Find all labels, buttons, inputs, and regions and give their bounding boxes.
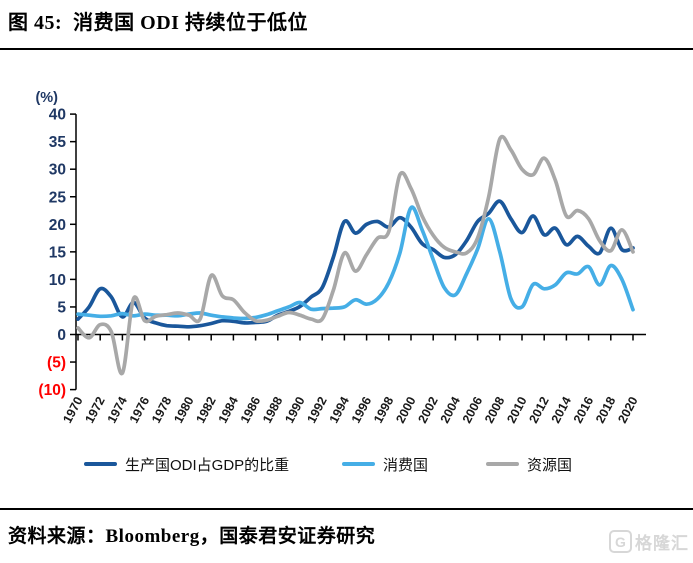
svg-text:2000: 2000 — [393, 394, 418, 425]
resource-line-swatch — [486, 462, 519, 466]
svg-text:1972: 1972 — [82, 394, 107, 425]
svg-text:25: 25 — [49, 189, 67, 206]
svg-text:1992: 1992 — [304, 394, 329, 425]
svg-text:2016: 2016 — [571, 394, 596, 425]
svg-text:1996: 1996 — [349, 394, 374, 425]
legend-item-resource: 资源国 — [486, 451, 572, 477]
legend-label-producer: 生产国ODI占GDP的比重 — [125, 456, 290, 474]
legend-label-resource: 资源国 — [527, 456, 573, 474]
svg-text:1974: 1974 — [105, 394, 130, 425]
series-line-2 — [76, 134, 635, 376]
svg-text:1982: 1982 — [193, 394, 218, 425]
series-line-1 — [76, 205, 635, 321]
gelonghui-logo-icon: G — [609, 530, 632, 553]
svg-text:5: 5 — [57, 299, 66, 316]
svg-text:2004: 2004 — [438, 394, 463, 425]
svg-text:1984: 1984 — [216, 394, 241, 425]
svg-text:40: 40 — [49, 107, 66, 124]
svg-text:1994: 1994 — [327, 394, 352, 425]
consumer-line-swatch — [342, 462, 375, 466]
top-divider-line — [0, 48, 693, 50]
svg-text:15: 15 — [49, 244, 67, 261]
svg-text:2010: 2010 — [504, 394, 529, 425]
legend-label-consumer: 消费国 — [383, 456, 429, 474]
svg-text:2012: 2012 — [526, 394, 551, 425]
svg-text:0: 0 — [57, 327, 66, 344]
svg-text:1978: 1978 — [149, 394, 174, 425]
svg-text:1998: 1998 — [371, 394, 396, 425]
chart-legend: 生产国ODI占GDP的比重 消费国 资源国 — [0, 451, 693, 477]
series-line-0 — [76, 199, 635, 329]
legend-item-producer: 生产国ODI占GDP的比重 — [84, 451, 289, 477]
svg-text:2002: 2002 — [415, 394, 440, 425]
svg-text:1976: 1976 — [127, 394, 152, 425]
svg-text:2014: 2014 — [549, 394, 574, 425]
svg-text:1990: 1990 — [282, 394, 307, 425]
legend-item-consumer: 消费国 — [342, 451, 428, 477]
svg-text:1980: 1980 — [171, 394, 196, 425]
gelonghui-watermark: G 格隆汇 — [609, 529, 689, 554]
svg-text:2020: 2020 — [615, 394, 640, 425]
svg-text:2006: 2006 — [460, 394, 485, 425]
source-note: 资料来源：Bloomberg，国泰君安证券研究 — [8, 526, 376, 547]
svg-text:1988: 1988 — [260, 394, 285, 425]
figure-title: 图 45: 消费国 ODI 持续位于低位 — [8, 12, 308, 34]
gelonghui-logo-text: 格隆汇 — [635, 534, 689, 553]
svg-text:2018: 2018 — [593, 394, 618, 425]
svg-text:10: 10 — [49, 272, 66, 289]
svg-text:(%): (%) — [35, 90, 58, 106]
producer-line-swatch — [84, 462, 117, 466]
svg-text:1986: 1986 — [238, 394, 263, 425]
svg-text:30: 30 — [49, 162, 66, 179]
svg-text:35: 35 — [49, 134, 67, 151]
svg-text:(10): (10) — [38, 382, 66, 399]
svg-text:20: 20 — [49, 217, 66, 234]
svg-text:(5): (5) — [47, 355, 66, 372]
svg-text:2008: 2008 — [482, 394, 507, 425]
bottom-divider-line — [0, 508, 693, 510]
